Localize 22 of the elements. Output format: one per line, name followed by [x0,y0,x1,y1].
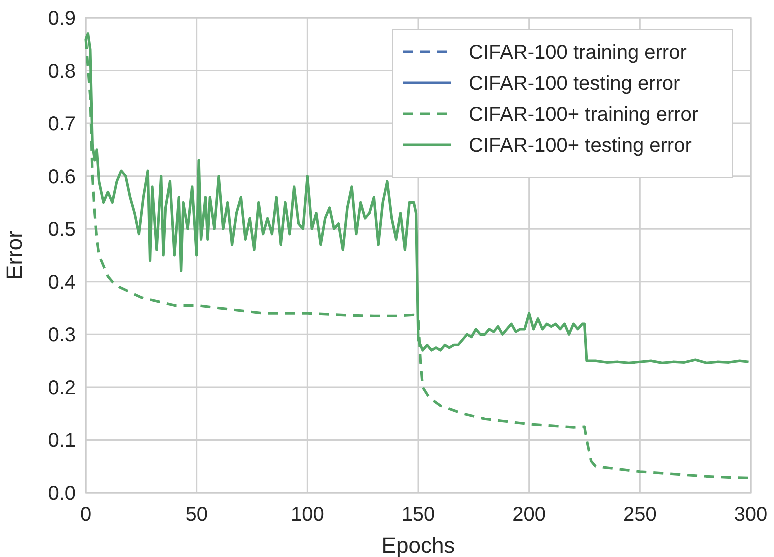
legend-label: CIFAR-100 testing error [469,73,681,95]
y-tick-label: 0.8 [48,60,76,83]
x-tick-label: 50 [186,504,208,526]
x-tick-label: 0 [80,504,92,526]
y-tick-label: 0.1 [48,430,76,452]
x-tick-label: 250 [623,504,657,526]
y-axis-title: Error [2,231,27,280]
x-tick-label: 300 [734,504,768,526]
legend-label: CIFAR-100+ training error [469,104,699,126]
y-tick-label: 0.3 [48,324,76,347]
y-tick-label: 0.9 [48,8,76,30]
legend-label: CIFAR-100+ testing error [469,135,692,157]
y-tick-label: 0.2 [48,377,76,400]
x-tick-label: 200 [512,504,546,526]
y-tick-label: 0.4 [48,272,76,294]
x-tick-label: 150 [402,504,436,526]
y-tick-label: 0.0 [48,483,76,505]
legend-label: CIFAR-100 training error [469,42,688,64]
x-tick-label: 100 [290,504,324,526]
y-tick-label: 0.5 [48,219,76,242]
y-tick-label: 0.7 [48,114,76,136]
y-tick-label: 0.6 [48,166,76,188]
